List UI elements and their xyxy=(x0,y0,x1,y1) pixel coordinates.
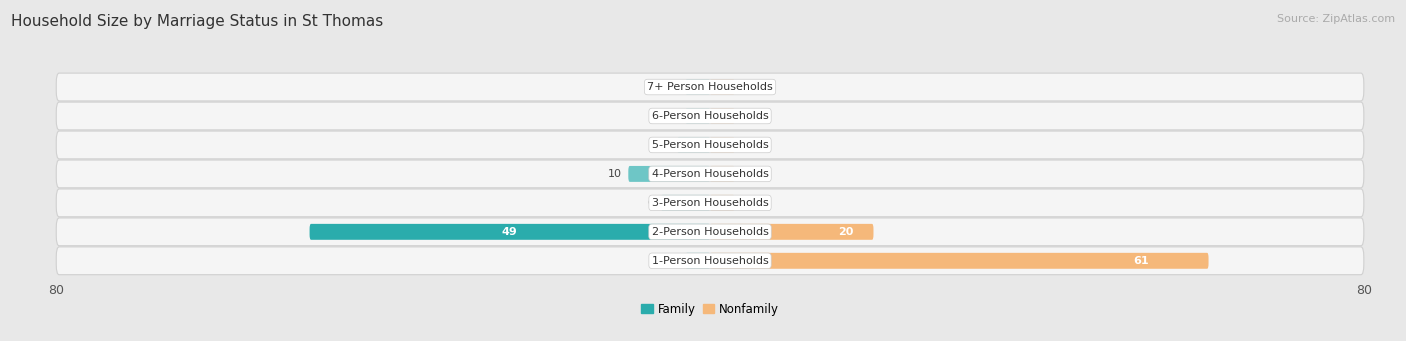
FancyBboxPatch shape xyxy=(661,195,710,211)
Text: 6-Person Households: 6-Person Households xyxy=(651,111,769,121)
FancyBboxPatch shape xyxy=(56,218,1364,246)
FancyBboxPatch shape xyxy=(710,253,1209,269)
FancyBboxPatch shape xyxy=(710,108,734,124)
Text: 0: 0 xyxy=(741,82,748,92)
Legend: Family, Nonfamily: Family, Nonfamily xyxy=(637,298,783,320)
Text: 7+ Person Households: 7+ Person Households xyxy=(647,82,773,92)
Text: 6: 6 xyxy=(647,198,654,208)
Text: 0: 0 xyxy=(741,169,748,179)
FancyBboxPatch shape xyxy=(628,166,710,182)
Text: 49: 49 xyxy=(502,227,517,237)
Text: 0: 0 xyxy=(672,256,679,266)
Text: 5-Person Households: 5-Person Households xyxy=(651,140,769,150)
FancyBboxPatch shape xyxy=(710,195,734,211)
FancyBboxPatch shape xyxy=(710,166,734,182)
FancyBboxPatch shape xyxy=(678,137,710,153)
FancyBboxPatch shape xyxy=(56,102,1364,130)
Text: 0: 0 xyxy=(741,198,748,208)
Text: 4-Person Households: 4-Person Households xyxy=(651,169,769,179)
Text: 2: 2 xyxy=(672,111,679,121)
Text: 1-Person Households: 1-Person Households xyxy=(651,256,769,266)
FancyBboxPatch shape xyxy=(710,79,734,95)
Text: Source: ZipAtlas.com: Source: ZipAtlas.com xyxy=(1277,14,1395,24)
FancyBboxPatch shape xyxy=(56,189,1364,217)
FancyBboxPatch shape xyxy=(686,79,710,95)
Text: Household Size by Marriage Status in St Thomas: Household Size by Marriage Status in St … xyxy=(11,14,384,29)
Text: 0: 0 xyxy=(741,140,748,150)
FancyBboxPatch shape xyxy=(56,247,1364,275)
FancyBboxPatch shape xyxy=(56,131,1364,159)
Text: 10: 10 xyxy=(607,169,621,179)
Text: 61: 61 xyxy=(1133,256,1149,266)
FancyBboxPatch shape xyxy=(710,224,873,240)
FancyBboxPatch shape xyxy=(710,137,734,153)
Text: 20: 20 xyxy=(838,227,853,237)
FancyBboxPatch shape xyxy=(56,73,1364,101)
Text: 0: 0 xyxy=(741,111,748,121)
FancyBboxPatch shape xyxy=(686,253,710,269)
FancyBboxPatch shape xyxy=(686,108,710,124)
Text: 3-Person Households: 3-Person Households xyxy=(651,198,769,208)
FancyBboxPatch shape xyxy=(56,160,1364,188)
Text: 2-Person Households: 2-Person Households xyxy=(651,227,769,237)
Text: 0: 0 xyxy=(672,82,679,92)
FancyBboxPatch shape xyxy=(309,224,710,240)
Text: 4: 4 xyxy=(664,140,671,150)
